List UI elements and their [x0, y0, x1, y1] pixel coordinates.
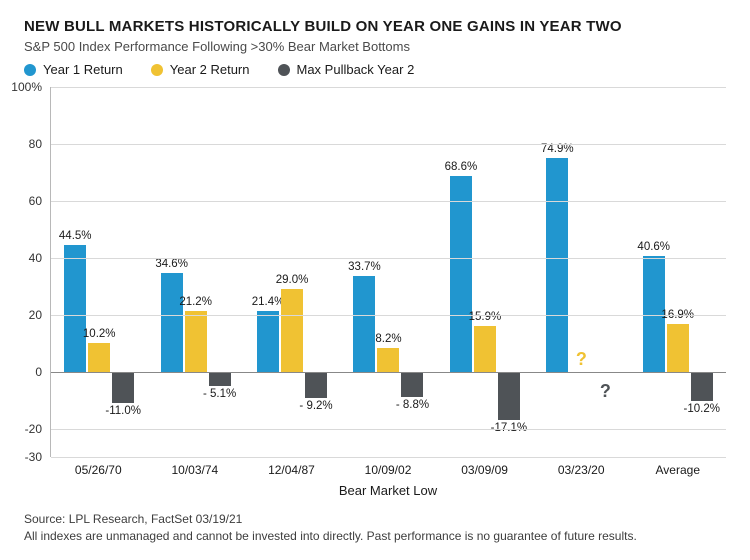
- bar-value-label: 40.6%: [637, 241, 670, 253]
- y-tick-label: 80: [29, 137, 42, 151]
- bar: [112, 372, 134, 403]
- source-text: Source: LPL Research, FactSet 03/19/21: [24, 512, 726, 526]
- legend-swatch-icon: [151, 64, 163, 76]
- missing-value-icon: ?: [600, 381, 611, 402]
- x-axis-title: Bear Market Low: [50, 483, 726, 498]
- legend-swatch-icon: [24, 64, 36, 76]
- y-tick-label: -20: [25, 422, 42, 436]
- legend-label: Year 1 Return: [43, 62, 123, 77]
- gridline: [51, 201, 726, 202]
- bar-value-label: -11.0%: [105, 405, 141, 417]
- bar: [161, 273, 183, 371]
- bar-value-label: 21.2%: [179, 296, 212, 308]
- bar-group: 21.4% 29.0% - 9.2%: [244, 87, 340, 457]
- bar-group: 34.6% 21.2% - 5.1%: [147, 87, 243, 457]
- bar: [546, 158, 568, 371]
- legend-item: Year 1 Return: [24, 62, 123, 77]
- x-tick-label: 03/09/09: [436, 463, 533, 477]
- y-tick-label: 100%: [11, 80, 42, 94]
- gridline: [51, 144, 726, 145]
- bar-value-label: 29.0%: [276, 274, 309, 286]
- chart-plot-area: -30-20020406080100% 44.5%10.2%-11.0%34.6…: [50, 87, 726, 457]
- bar-value-label: 34.6%: [155, 258, 188, 270]
- y-tick-label: 40: [29, 251, 42, 265]
- bar-value-label: 15.9%: [469, 311, 502, 323]
- bar-group: 40.6%16.9%-10.2%: [630, 87, 726, 457]
- x-tick-label: 12/04/87: [243, 463, 340, 477]
- bar-value-label: -10.2%: [684, 403, 720, 415]
- bar: [401, 372, 423, 397]
- legend-label: Year 2 Return: [170, 62, 250, 77]
- bar: [305, 372, 327, 398]
- chart-subtitle: S&P 500 Index Performance Following >30%…: [24, 39, 726, 54]
- bar-group: 44.5% 10.2% -11.0%: [51, 87, 147, 457]
- bar: [209, 372, 231, 387]
- bar-value-label: 68.6%: [445, 161, 478, 173]
- x-tick-label: 03/23/20: [533, 463, 630, 477]
- gridline: [51, 429, 726, 430]
- gridline: [51, 258, 726, 259]
- bar: [257, 311, 279, 372]
- gridline: [51, 372, 726, 373]
- chart-title: NEW BULL MARKETS HISTORICALLY BUILD ON Y…: [24, 18, 726, 35]
- bar: [64, 245, 86, 372]
- gridline: [51, 87, 726, 88]
- bar: [691, 372, 713, 401]
- bar-value-label: - 5.1%: [203, 388, 236, 400]
- bar-value-label: - 9.2%: [299, 400, 332, 412]
- x-tick-label: 10/09/02: [340, 463, 437, 477]
- bar-value-label: 74.9%: [541, 143, 574, 155]
- legend-swatch-icon: [278, 64, 290, 76]
- y-tick-label: 0: [35, 365, 42, 379]
- bar-value-label: 21.4%: [252, 296, 285, 308]
- bar: [281, 289, 303, 372]
- legend: Year 1 Return Year 2 Return Max Pullback…: [24, 62, 726, 77]
- bar-groups: 44.5% 10.2% -11.0% 34.6% 21.2% - 5.1% 21.4% 29.…: [51, 87, 726, 457]
- bar-group: 68.6%15.9%-17.1%: [437, 87, 533, 457]
- bar-group: 33.7% 8.2% - 8.8%: [340, 87, 436, 457]
- bar: [474, 326, 496, 371]
- bar-group: 74.9%??: [533, 87, 629, 457]
- x-tick-label: 05/26/70: [50, 463, 147, 477]
- legend-item: Max Pullback Year 2: [278, 62, 415, 77]
- legend-label: Max Pullback Year 2: [297, 62, 415, 77]
- gridline: [51, 315, 726, 316]
- gridline: [51, 457, 726, 458]
- x-tick-label: Average: [629, 463, 726, 477]
- x-axis-labels: 05/26/7010/03/7412/04/8710/09/0203/09/09…: [50, 463, 726, 477]
- y-tick-label: 20: [29, 308, 42, 322]
- legend-item: Year 2 Return: [151, 62, 250, 77]
- y-tick-label: 60: [29, 194, 42, 208]
- bar: [185, 311, 207, 371]
- bar-value-label: 33.7%: [348, 261, 381, 273]
- y-axis: -30-20020406080100%: [16, 87, 46, 457]
- missing-value-icon: ?: [576, 349, 587, 370]
- bar-value-label: 8.2%: [375, 333, 401, 345]
- x-tick-label: 10/03/74: [147, 463, 244, 477]
- bar: [353, 276, 375, 372]
- disclaimer-text: All indexes are unmanaged and cannot be …: [24, 529, 726, 543]
- bar: [88, 343, 110, 372]
- y-tick-label: -30: [25, 450, 42, 464]
- bar: [377, 348, 399, 371]
- plot: 44.5% 10.2% -11.0% 34.6% 21.2% - 5.1% 21.4% 29.…: [50, 87, 726, 457]
- bar-value-label: - 8.8%: [396, 399, 429, 411]
- bar: [498, 372, 520, 421]
- bar: [450, 176, 472, 371]
- bar-value-label: 10.2%: [83, 328, 116, 340]
- bar-value-label: 44.5%: [59, 230, 92, 242]
- bar: [667, 324, 689, 372]
